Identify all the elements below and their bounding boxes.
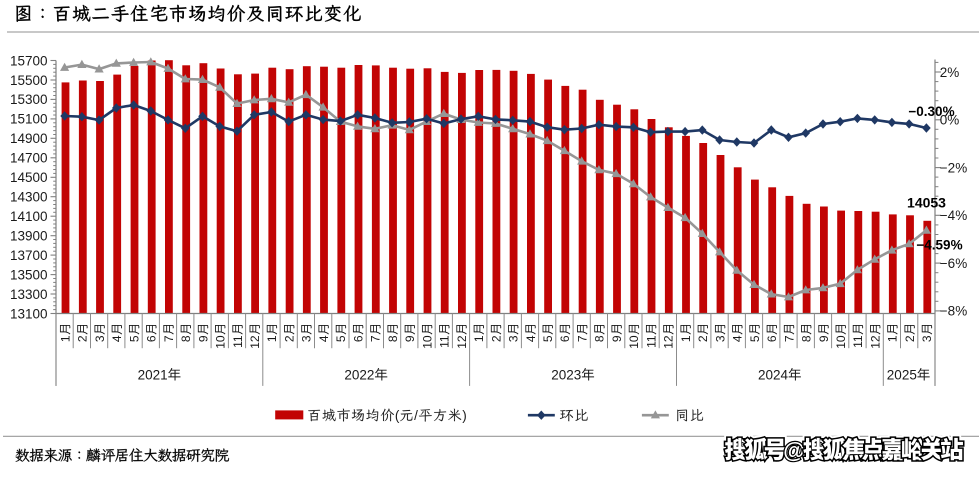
svg-text:13100: 13100 (10, 306, 48, 321)
svg-text:7: 7 (369, 335, 383, 342)
svg-text:0%: 0% (940, 113, 960, 128)
svg-text:12: 12 (248, 335, 262, 349)
svg-text:7: 7 (576, 335, 590, 342)
svg-text:14100: 14100 (10, 209, 48, 224)
svg-text:14900: 14900 (10, 131, 48, 146)
svg-text:15300: 15300 (10, 92, 48, 107)
svg-text:10: 10 (834, 335, 848, 349)
svg-text:10: 10 (214, 335, 228, 349)
svg-text:5: 5 (541, 335, 555, 342)
svg-text:7: 7 (162, 335, 176, 342)
svg-text:3: 3 (920, 335, 934, 342)
svg-text:8: 8 (800, 335, 814, 342)
svg-text:14300: 14300 (10, 190, 48, 205)
svg-text:1: 1 (472, 335, 486, 342)
svg-text:4: 4 (317, 335, 331, 342)
svg-text:11: 11 (644, 335, 658, 348)
svg-text:13700: 13700 (10, 248, 48, 263)
svg-text:(: ( (395, 408, 400, 423)
svg-text:3: 3 (713, 335, 727, 342)
svg-text:−8%: −8% (940, 304, 967, 319)
svg-text:−2%: −2% (940, 160, 967, 175)
svg-text:/: / (414, 408, 418, 423)
svg-text:2023: 2023 (551, 367, 581, 382)
svg-text:−4.59%: −4.59% (916, 238, 962, 253)
svg-text:4: 4 (524, 335, 538, 342)
svg-text:14700: 14700 (10, 151, 48, 166)
svg-text:12: 12 (455, 335, 469, 349)
svg-text:3: 3 (93, 335, 107, 342)
svg-text:10: 10 (627, 335, 641, 349)
svg-text:15700: 15700 (10, 53, 48, 68)
svg-text:13300: 13300 (10, 287, 48, 302)
svg-text:2: 2 (489, 335, 503, 342)
svg-text:12: 12 (662, 335, 676, 349)
svg-text:4: 4 (110, 335, 124, 342)
svg-text:14500: 14500 (10, 170, 48, 185)
svg-text:15100: 15100 (10, 112, 48, 127)
svg-text:9: 9 (817, 335, 831, 342)
svg-text:4: 4 (731, 335, 745, 342)
svg-text:9: 9 (403, 335, 417, 342)
svg-text:2021: 2021 (138, 367, 168, 382)
svg-text:2: 2 (903, 335, 917, 342)
svg-text:1: 1 (265, 335, 279, 342)
svg-text:6: 6 (558, 335, 572, 342)
svg-text:8: 8 (593, 335, 607, 342)
svg-text:11: 11 (851, 335, 865, 348)
svg-text:1: 1 (679, 335, 693, 342)
svg-text:13500: 13500 (10, 267, 48, 282)
svg-text:2: 2 (76, 335, 90, 342)
svg-text:7: 7 (782, 335, 796, 342)
svg-text:2: 2 (696, 335, 710, 342)
svg-text:11: 11 (438, 335, 452, 348)
svg-text:8: 8 (179, 335, 193, 342)
svg-text:10: 10 (420, 335, 434, 349)
svg-text:13900: 13900 (10, 229, 48, 244)
svg-text:1: 1 (886, 335, 900, 342)
svg-text:12: 12 (869, 335, 883, 349)
svg-text:3: 3 (300, 335, 314, 342)
svg-text:2025: 2025 (887, 367, 917, 382)
svg-text:−0.30%: −0.30% (908, 104, 954, 119)
svg-text:6: 6 (765, 335, 779, 342)
svg-text:1: 1 (58, 335, 72, 342)
svg-text:2022: 2022 (344, 367, 374, 382)
svg-text:6: 6 (145, 335, 159, 342)
svg-text:3: 3 (507, 335, 521, 342)
svg-text:11: 11 (231, 335, 245, 348)
svg-text:−6%: −6% (940, 256, 967, 271)
svg-text:9: 9 (610, 335, 624, 342)
svg-text:@: @ (783, 438, 804, 463)
svg-text:5: 5 (127, 335, 141, 342)
svg-text:14053: 14053 (907, 194, 946, 210)
svg-text:2%: 2% (940, 65, 960, 80)
svg-text:2: 2 (283, 335, 297, 342)
svg-text:9: 9 (196, 335, 210, 342)
svg-text:5: 5 (748, 335, 762, 342)
svg-text:8: 8 (386, 335, 400, 342)
svg-text:6: 6 (351, 335, 365, 342)
svg-text:5: 5 (334, 335, 348, 342)
svg-text:−4%: −4% (940, 208, 967, 223)
svg-text:15500: 15500 (10, 73, 48, 88)
svg-text:): ) (462, 408, 467, 423)
svg-text:2024: 2024 (758, 367, 789, 382)
